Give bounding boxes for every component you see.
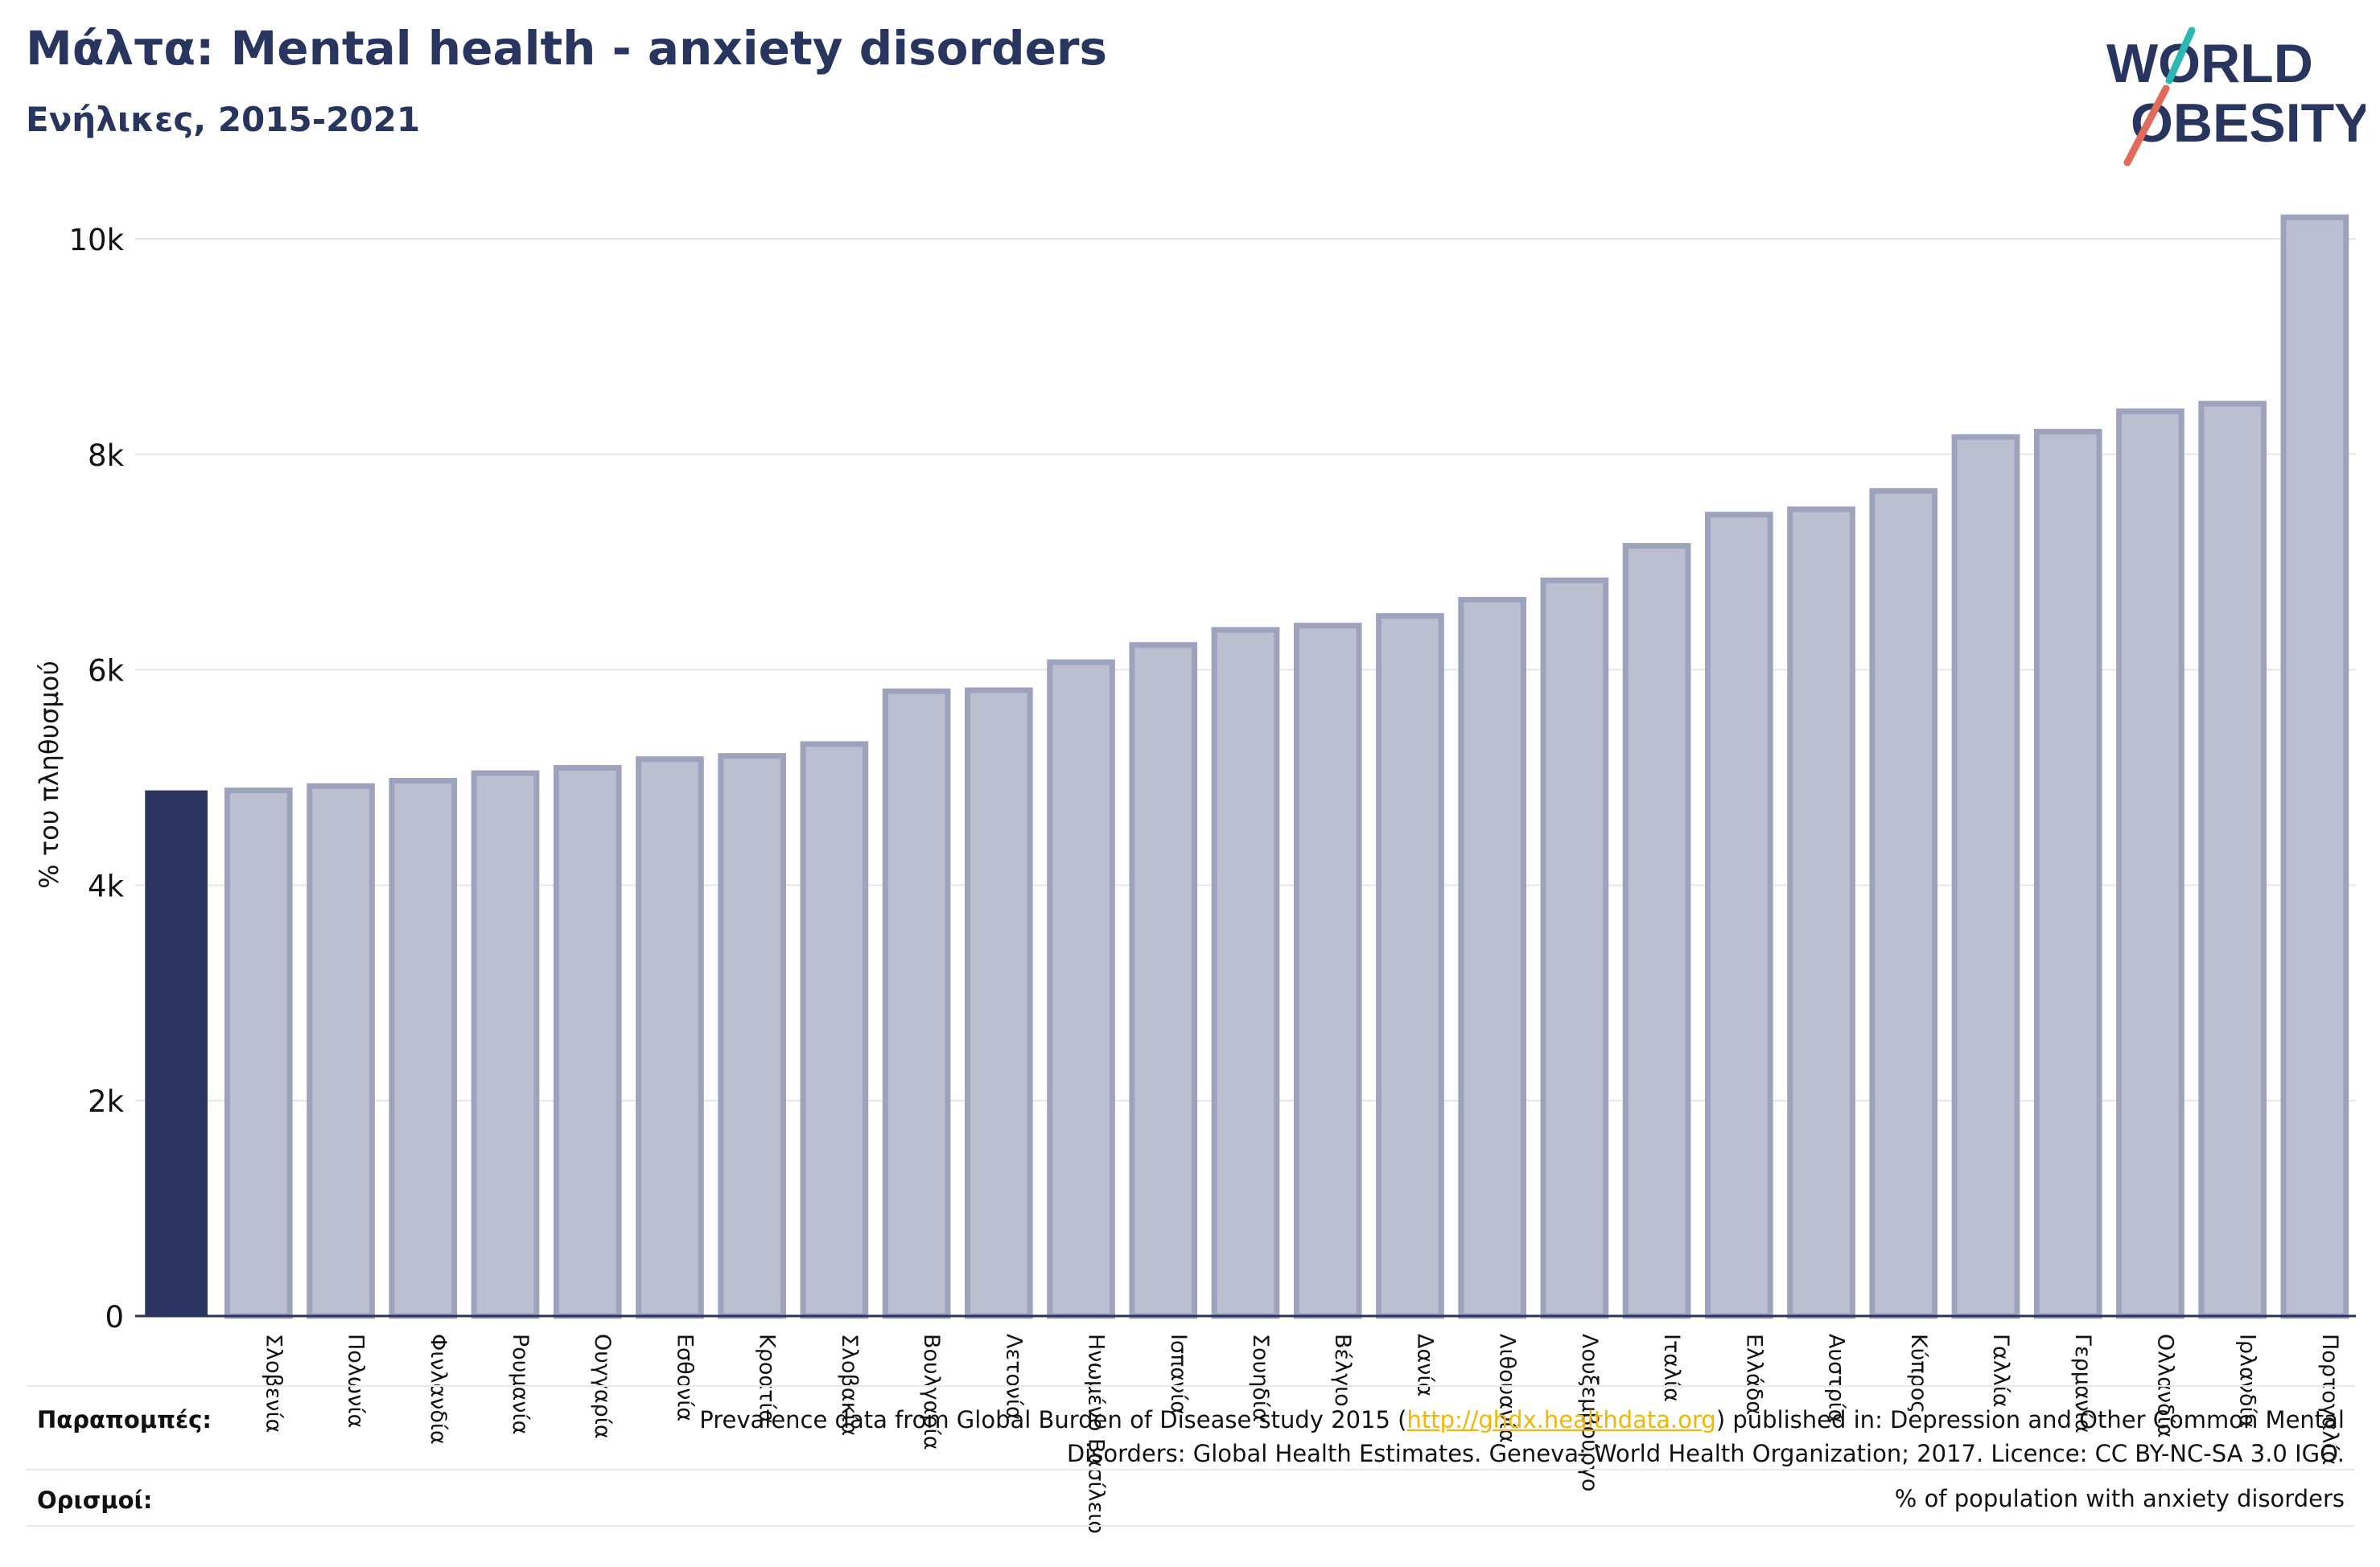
bar-10 [882, 688, 951, 1319]
bar-16 [1376, 613, 1444, 1319]
x-tick-label: Εσθονία [672, 1334, 697, 1421]
x-tick-label: Λετονία [1001, 1334, 1026, 1421]
x-tick-label: Λουξεμβούργο [1577, 1334, 1602, 1491]
references-text-after: ) published in: Depression and Other Com… [1715, 1406, 2345, 1433]
x-tick-label: Ιρλανδία [2235, 1334, 2260, 1428]
y-tick-label: 6k [88, 654, 125, 689]
x-tick-label: Κροατία [755, 1334, 780, 1424]
logo-slash-bottom [2123, 84, 2170, 167]
x-tick-label: Γαλλία [1988, 1334, 2013, 1408]
x-tick-label: Σουηδία [1248, 1334, 1273, 1422]
references-line2: Disorders: Global Health Estimates. Gene… [1066, 1440, 2345, 1467]
bar-14 [1211, 627, 1280, 1319]
references-label: Παραπομπές: [37, 1406, 212, 1433]
bar-21 [1787, 506, 1855, 1319]
x-tick-label: Βέλγιο [1330, 1334, 1355, 1407]
references-text: Prevalence data from Global Burden of Di… [574, 1403, 2345, 1470]
bar-13 [1129, 642, 1198, 1319]
bar-25 [2116, 408, 2184, 1319]
y-axis-title: % του πληθυσμού [34, 660, 64, 888]
references-text-before: Prevalence data from Global Burden of Di… [699, 1406, 1407, 1433]
logo-slash-top [2165, 27, 2196, 84]
y-tick-label: 4k [88, 869, 125, 903]
bar-2 [224, 788, 293, 1319]
x-tick-label: Ισπανία [1166, 1334, 1191, 1415]
bar-9 [800, 741, 869, 1319]
chart-subtitle: Ενήλικες, 2015-2021 [26, 100, 421, 139]
bar-3 [307, 783, 375, 1319]
x-tick-label: Πολωνία [344, 1334, 369, 1428]
x-tick-label: Φινλανδία [426, 1334, 451, 1445]
y-tick-label: 10k [68, 223, 124, 257]
bar-6 [553, 764, 622, 1319]
x-tick-label: Κύπρος [1906, 1334, 1931, 1413]
x-tick-label: Σλοβακία [837, 1334, 862, 1436]
bar-18 [1540, 577, 1609, 1319]
definitions-label: Ορισμοί: [37, 1487, 153, 1514]
logo-line1: WORLD [2106, 33, 2313, 94]
x-tick-label: Ελλάδα [1741, 1334, 1766, 1415]
world-obesity-logo: WORLD OBESITY [2106, 27, 2366, 167]
bar-4 [389, 777, 458, 1319]
bar-26 [2198, 401, 2267, 1319]
bar-24 [2033, 429, 2102, 1319]
x-tick-label: Βουλγαρία [919, 1334, 944, 1450]
bar-12 [1047, 659, 1115, 1319]
x-tick-label: Λιθουανία [1495, 1334, 1520, 1443]
logo-line2: OBESITY [2131, 93, 2366, 154]
x-tick-label: Πορτογαλία [2317, 1334, 2342, 1465]
bar-8 [718, 753, 787, 1319]
bar-7 [636, 756, 704, 1319]
bar-11 [964, 687, 1033, 1319]
x-tick-label: Αυστρία [1824, 1334, 1849, 1424]
bar-5 [471, 770, 540, 1319]
y-tick-label: 0 [105, 1300, 124, 1335]
bar-19 [1622, 543, 1691, 1319]
footer-divider-top [26, 1385, 2354, 1387]
definitions-text: % of population with anxiety disorders [1894, 1485, 2345, 1512]
x-tick-label: Ρουμανία [508, 1334, 533, 1434]
references-link[interactable]: http://ghdx.healthdata.org [1406, 1406, 1716, 1433]
footer-divider-bottom [26, 1525, 2354, 1527]
y-tick-label: 2k [88, 1084, 125, 1119]
bar-17 [1458, 597, 1527, 1319]
bar-22 [1869, 487, 1938, 1319]
bar-1 [145, 790, 208, 1316]
x-tick-label: Ιταλία [1659, 1334, 1684, 1402]
x-tick-label: Ηνωμένο Βασίλειο [1084, 1334, 1109, 1534]
x-tick-label: Σλοβενία [261, 1334, 286, 1433]
x-tick-label: Γερμανία [2070, 1334, 2095, 1433]
x-tick-label: Δανία [1412, 1334, 1437, 1396]
chart-title: Μάλτα: Mental health - anxiety disorders [26, 21, 1108, 76]
footer-divider-middle [26, 1469, 2354, 1470]
bar-15 [1293, 623, 1362, 1319]
y-tick-label: 8k [88, 438, 125, 473]
bar-20 [1704, 512, 1773, 1319]
bar-23 [1951, 434, 2020, 1319]
bar-27 [2280, 214, 2349, 1319]
